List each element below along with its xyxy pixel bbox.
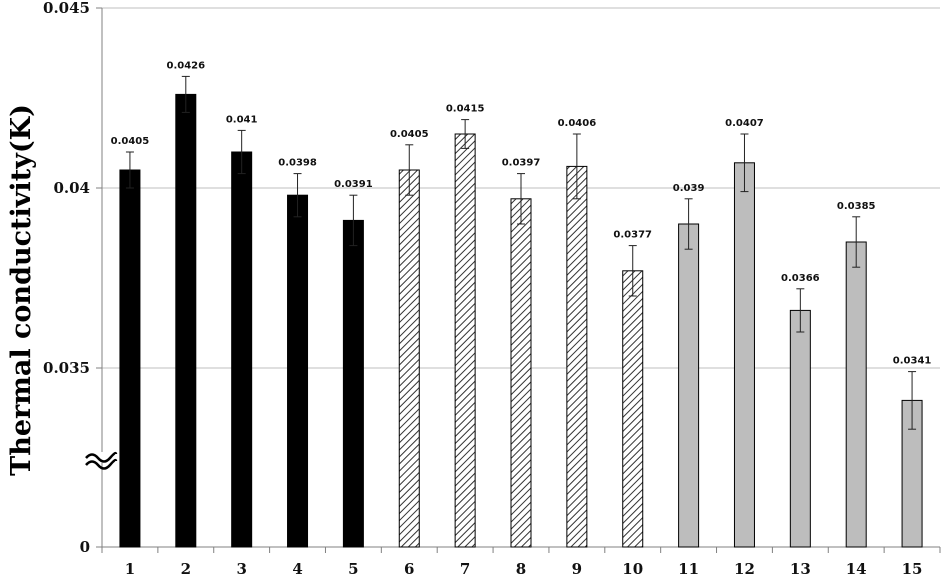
data-label: 0.0415 (446, 104, 485, 115)
x-tick-label: 15 (902, 560, 923, 578)
bar (231, 151, 253, 548)
data-label: 0.0398 (278, 158, 317, 169)
data-label: 0.0405 (390, 129, 429, 140)
bar (789, 309, 811, 548)
data-label: 0.0385 (837, 201, 876, 212)
bar (733, 162, 755, 548)
x-tick-label: 1 (125, 560, 135, 578)
x-tick-label: 14 (846, 560, 867, 578)
data-label: 0.0407 (725, 118, 764, 129)
bar (119, 169, 141, 548)
x-tick-label: 9 (572, 560, 582, 578)
x-tick-label: 7 (460, 560, 470, 578)
data-label: 0.0397 (502, 158, 541, 169)
data-label: 0.0341 (893, 356, 932, 367)
bar (678, 223, 700, 548)
x-tick-label: 12 (734, 560, 755, 578)
bar (566, 165, 588, 548)
axis-break-mark (85, 458, 118, 470)
x-tick-label: 2 (181, 560, 191, 578)
y-tick-label: 0.035 (43, 359, 90, 377)
data-label: 0.0405 (111, 136, 150, 147)
x-tick-label: 13 (790, 560, 811, 578)
bar (398, 169, 420, 548)
data-label: 0.0406 (558, 118, 597, 129)
data-label: 0.0391 (334, 179, 373, 190)
bar (510, 198, 532, 548)
x-tick-label: 10 (622, 560, 643, 578)
x-tick-label: 4 (292, 560, 302, 578)
bar (845, 241, 867, 548)
data-label: 0.0377 (613, 230, 652, 241)
x-tick-label: 6 (404, 560, 414, 578)
x-tick-label: 11 (678, 560, 699, 578)
bar (454, 133, 476, 548)
x-tick-label: 5 (348, 560, 358, 578)
y-tick-label: 0.045 (43, 0, 90, 17)
data-label: 0.041 (226, 114, 258, 125)
y-tick-label: 0.04 (53, 179, 90, 197)
x-tick-label: 3 (236, 560, 246, 578)
bar (287, 194, 309, 548)
bar (342, 219, 364, 548)
labels: 0.040510.042620.04130.039840.039150.0405… (111, 60, 932, 578)
bars (119, 75, 923, 548)
bar (175, 93, 197, 548)
axis-break-mark (85, 451, 118, 463)
data-label: 0.0366 (781, 273, 820, 284)
y-tick-label: 0 (80, 538, 90, 556)
y-axis-title: Thermal conductivity(K) (6, 104, 37, 476)
data-label: 0.0426 (167, 60, 206, 71)
x-tick-label: 8 (516, 560, 526, 578)
bar (622, 270, 644, 548)
data-label: 0.039 (673, 183, 705, 194)
